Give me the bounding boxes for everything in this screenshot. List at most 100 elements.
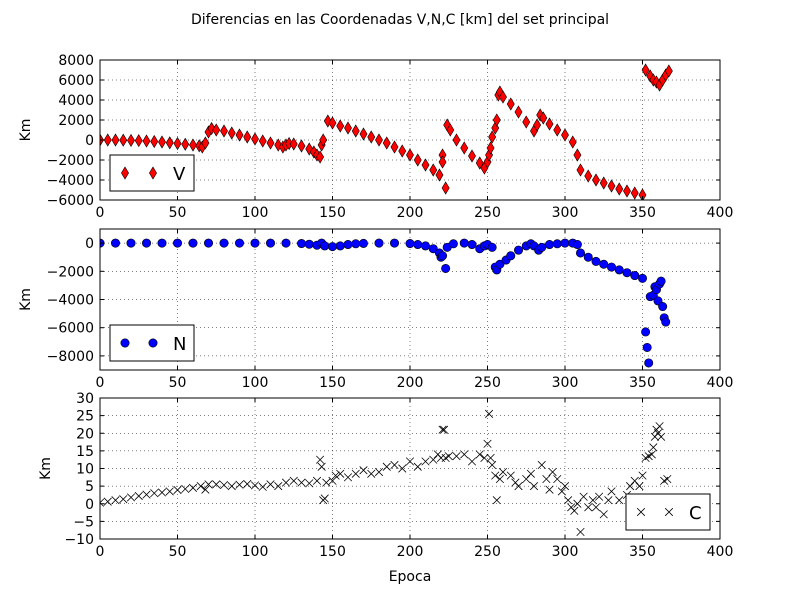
data-point-V [359, 127, 368, 141]
data-point-C [564, 496, 573, 505]
data-point-C [438, 425, 447, 434]
data-point-V [438, 155, 447, 169]
data-point-C [529, 482, 539, 491]
data-point-C [649, 443, 658, 452]
data-point-C [599, 510, 608, 519]
x-tick-label: 100 [242, 375, 269, 391]
data-point-V [452, 133, 461, 147]
x-tick-label: 150 [319, 205, 346, 221]
data-point-V [561, 128, 569, 142]
y-tick-label: 8000 [58, 53, 94, 69]
data-point-C [351, 469, 360, 478]
data-point-V [568, 135, 577, 149]
data-point-N [487, 242, 497, 252]
data-point-N [599, 259, 609, 269]
data-point-C [289, 476, 298, 485]
data-point-V [522, 115, 531, 129]
data-point-V [158, 135, 166, 149]
x-tick-label: 150 [319, 544, 346, 560]
data-point-C [480, 453, 489, 463]
data-point-C [204, 480, 213, 489]
data-point-C [467, 457, 477, 466]
data-point-C [553, 474, 562, 484]
data-point-C [405, 457, 415, 466]
y-tick-label: −2000 [47, 153, 94, 169]
x-tick-label: 100 [242, 544, 269, 560]
data-point-N [506, 251, 516, 261]
data-point-C [188, 483, 198, 492]
data-point-C [322, 478, 331, 487]
data-point-C [165, 487, 174, 496]
data-point-V [488, 130, 497, 144]
x-tick-label: 300 [552, 375, 579, 391]
data-point-V [165, 136, 174, 150]
data-point-C [157, 488, 167, 497]
data-point-N [614, 265, 624, 275]
legend-marker [120, 338, 130, 348]
data-point-C [655, 422, 664, 431]
data-point-C [495, 474, 504, 484]
x-tick-label: 0 [96, 375, 105, 391]
x-tick-label: 150 [319, 375, 346, 391]
y-tick-label: −10 [64, 532, 94, 548]
data-point-C [429, 455, 438, 464]
data-point-V [258, 134, 267, 148]
data-point-C [460, 450, 469, 459]
data-point-N [188, 238, 198, 248]
x-tick-label: 0 [96, 205, 105, 221]
data-point-C [317, 462, 326, 471]
data-point-N [304, 239, 314, 249]
data-point-C [560, 482, 570, 491]
data-point-C [657, 432, 666, 441]
data-point-N [552, 239, 562, 249]
data-point-C [638, 471, 647, 480]
data-point-V [533, 118, 542, 132]
data-point-N [250, 238, 260, 248]
data-point-V [127, 133, 135, 147]
data-point-V [375, 133, 383, 147]
x-tick-label: 250 [474, 544, 501, 560]
data-point-N [438, 251, 448, 261]
data-point-C [398, 464, 407, 473]
data-point-V [506, 97, 515, 111]
series-C [100, 409, 672, 537]
data-point-N [459, 238, 469, 248]
data-point-V [421, 158, 430, 172]
data-point-C [142, 490, 151, 499]
data-point-C [626, 482, 635, 491]
y-tick-label: 6000 [58, 73, 94, 89]
data-point-V [266, 136, 275, 150]
data-point-V [406, 148, 414, 162]
data-point-C [103, 497, 112, 506]
data-point-C [514, 482, 523, 491]
data-point-C [250, 481, 260, 490]
data-point-N [173, 238, 183, 248]
data-point-N [448, 239, 458, 249]
data-point-V [499, 90, 507, 104]
data-point-V [212, 123, 221, 137]
data-point-N [420, 241, 430, 251]
data-point-V [220, 124, 228, 138]
data-point-N [327, 242, 337, 252]
data-point-N [591, 256, 601, 266]
data-point-C [604, 496, 613, 505]
data-point-C [111, 496, 120, 505]
y-tick-label: −4000 [47, 173, 94, 189]
y-tick-label: 0 [85, 236, 94, 252]
data-point-C [119, 495, 128, 504]
data-point-V [150, 134, 159, 149]
data-point-N [658, 302, 668, 312]
data-point-V [367, 130, 376, 144]
data-point-C [491, 471, 500, 480]
data-point-V [539, 111, 548, 125]
data-point-C [336, 469, 345, 478]
data-point-V [390, 140, 399, 154]
data-point-C [382, 462, 391, 471]
x-tick-label: 400 [707, 205, 734, 221]
x-tick-label: 400 [707, 375, 734, 391]
data-point-N [656, 276, 666, 286]
data-point-N [642, 342, 652, 352]
data-point-C [573, 499, 582, 508]
data-point-V [592, 173, 600, 187]
legend: C [625, 493, 711, 531]
